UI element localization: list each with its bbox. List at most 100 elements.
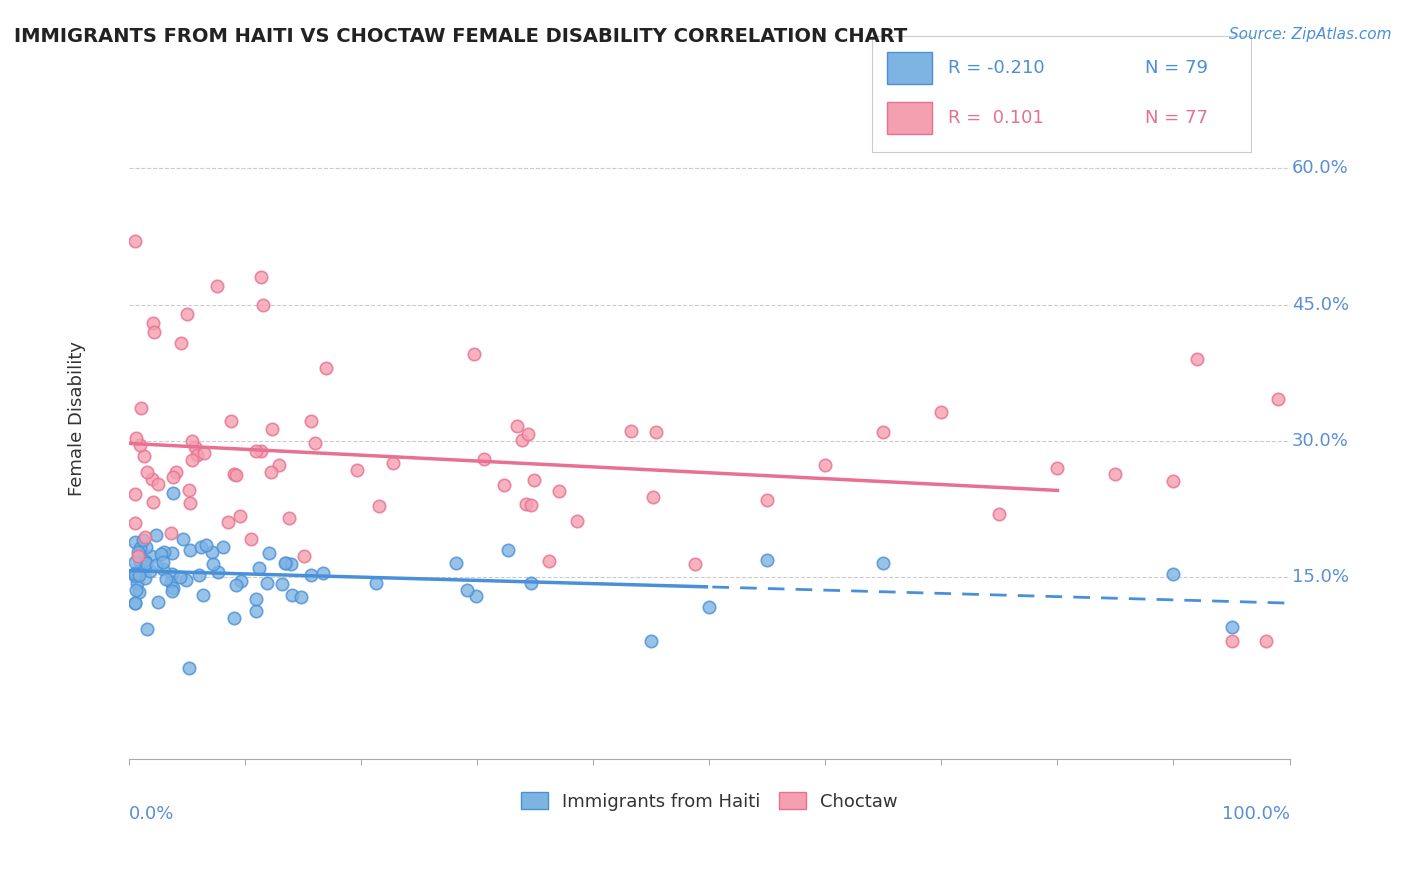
Immigrants from Haiti (146, 595, 169, 609)
Immigrants from Haiti (124, 567, 146, 582)
Choctaw (252, 297, 274, 311)
Immigrants from Haiti (160, 575, 183, 590)
Immigrants from Haiti (270, 576, 292, 591)
Text: N = 77: N = 77 (1144, 109, 1208, 127)
Choctaw (181, 434, 204, 448)
Choctaw (299, 414, 322, 428)
Choctaw (124, 487, 146, 501)
Text: 100.0%: 100.0% (1222, 805, 1289, 823)
Immigrants from Haiti (176, 573, 198, 587)
Immigrants from Haiti (245, 592, 267, 607)
Choctaw (134, 449, 156, 463)
Immigrants from Haiti (127, 575, 149, 590)
Immigrants from Haiti (274, 556, 297, 570)
Immigrants from Haiti (139, 564, 162, 578)
Choctaw (472, 451, 495, 466)
Immigrants from Haiti (872, 556, 894, 570)
Choctaw (240, 533, 263, 547)
Choctaw (260, 465, 283, 479)
Immigrants from Haiti (155, 572, 177, 586)
Text: Source: ZipAtlas.com: Source: ZipAtlas.com (1229, 27, 1392, 42)
Choctaw (125, 431, 148, 445)
Choctaw (170, 336, 193, 351)
Choctaw (129, 438, 152, 452)
Choctaw (515, 497, 537, 511)
Choctaw (278, 511, 301, 525)
Choctaw (685, 558, 707, 572)
Immigrants from Haiti (187, 567, 209, 582)
Immigrants from Haiti (311, 566, 333, 580)
Choctaw (548, 483, 571, 498)
Choctaw (165, 465, 187, 479)
Choctaw (129, 401, 152, 415)
Immigrants from Haiti (444, 556, 467, 570)
Choctaw (1104, 467, 1126, 481)
Choctaw (162, 469, 184, 483)
Immigrants from Haiti (194, 538, 217, 552)
Choctaw (931, 405, 953, 419)
Choctaw (205, 278, 228, 293)
Immigrants from Haiti (124, 596, 146, 610)
Choctaw (141, 472, 163, 486)
Immigrants from Haiti (132, 533, 155, 547)
Immigrants from Haiti (128, 564, 150, 578)
Text: Female Disability: Female Disability (67, 341, 86, 496)
Choctaw (645, 425, 668, 439)
Immigrants from Haiti (190, 541, 212, 555)
Immigrants from Haiti (124, 596, 146, 610)
Choctaw (814, 458, 837, 472)
Choctaw (250, 444, 273, 458)
Text: IMMIGRANTS FROM HAITI VS CHOCTAW FEMALE DISABILITY CORRELATION CHART: IMMIGRANTS FROM HAITI VS CHOCTAW FEMALE … (14, 27, 907, 45)
Immigrants from Haiti (245, 604, 267, 618)
Immigrants from Haiti (249, 561, 271, 575)
Immigrants from Haiti (162, 486, 184, 500)
Choctaw (512, 433, 534, 447)
Immigrants from Haiti (202, 557, 225, 571)
Text: N = 79: N = 79 (1144, 59, 1208, 77)
Choctaw (193, 446, 215, 460)
Immigrants from Haiti (211, 540, 233, 554)
Legend: Immigrants from Haiti, Choctaw: Immigrants from Haiti, Choctaw (513, 785, 905, 818)
Immigrants from Haiti (640, 633, 662, 648)
Immigrants from Haiti (134, 571, 156, 585)
Choctaw (1163, 474, 1185, 488)
Choctaw (756, 493, 779, 508)
Immigrants from Haiti (256, 576, 278, 591)
Immigrants from Haiti (145, 528, 167, 542)
Choctaw (186, 448, 208, 462)
Choctaw (381, 456, 404, 470)
Immigrants from Haiti (1163, 566, 1185, 581)
Immigrants from Haiti (152, 555, 174, 569)
Immigrants from Haiti (127, 545, 149, 559)
Immigrants from Haiti (207, 565, 229, 579)
Immigrants from Haiti (135, 540, 157, 554)
Bar (887, 52, 932, 85)
Choctaw (463, 347, 485, 361)
Immigrants from Haiti (135, 556, 157, 570)
Immigrants from Haiti (129, 555, 152, 569)
Immigrants from Haiti (128, 585, 150, 599)
Immigrants from Haiti (134, 554, 156, 568)
Choctaw (124, 516, 146, 531)
Choctaw (315, 360, 337, 375)
Immigrants from Haiti (301, 567, 323, 582)
Choctaw (225, 468, 247, 483)
Immigrants from Haiti (179, 543, 201, 558)
Immigrants from Haiti (160, 546, 183, 560)
Choctaw (519, 498, 541, 512)
Choctaw (1267, 392, 1289, 406)
Immigrants from Haiti (162, 581, 184, 595)
Immigrants from Haiti (139, 549, 162, 563)
Text: 15.0%: 15.0% (1292, 568, 1348, 586)
Choctaw (217, 515, 239, 529)
Choctaw (346, 463, 368, 477)
Immigrants from Haiti (145, 558, 167, 573)
Choctaw (245, 444, 267, 458)
Immigrants from Haiti (225, 578, 247, 592)
Immigrants from Haiti (172, 532, 194, 546)
Immigrants from Haiti (169, 570, 191, 584)
Text: 0.0%: 0.0% (129, 805, 174, 823)
Choctaw (142, 495, 165, 509)
Choctaw (641, 491, 664, 505)
Immigrants from Haiti (150, 547, 173, 561)
